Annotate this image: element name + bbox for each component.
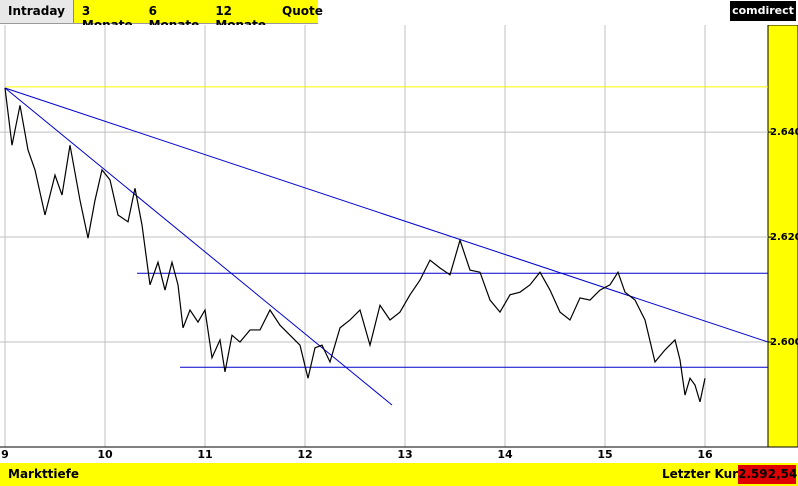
- tab[interactable]: 6 Monate: [148, 4, 200, 32]
- tab-bar: Intraday 3 Monate 6 Monate 12 Monate Quo…: [0, 0, 323, 32]
- tab[interactable]: Quote: [282, 4, 323, 18]
- logo[interactable]: comdirect: [730, 1, 796, 21]
- x-tick-label: 9: [1, 448, 9, 461]
- trend-line: [4, 87, 393, 406]
- x-tick-label: 14: [497, 448, 513, 461]
- trend-line: [4, 87, 769, 343]
- tab[interactable]: 3 Monate: [81, 4, 133, 32]
- x-tick-label: 15: [597, 448, 612, 461]
- x-tick-label: 10: [97, 448, 113, 461]
- y-tick-label: 2.640: [770, 127, 798, 138]
- x-tick-label: 13: [397, 448, 412, 461]
- x-tick-label: 16: [697, 448, 713, 461]
- tab[interactable]: 12 Monate: [215, 4, 266, 32]
- header: Intraday 3 Monate 6 Monate 12 Monate Quo…: [0, 0, 798, 32]
- chart: 9 10 11 12 13 14 15 16 2.600 2.620 2.640: [0, 25, 798, 461]
- y-axis-panel: [767, 25, 798, 448]
- last-price-label: Letzter Kurs: [662, 467, 746, 481]
- plot-area: [0, 25, 768, 447]
- footer: Markttiefe Letzter Kurs 2.592,54: [0, 463, 798, 486]
- y-tick-label: 2.620: [770, 232, 798, 243]
- last-price: 2.592,54: [738, 465, 797, 484]
- market-depth-link[interactable]: Markttiefe: [8, 467, 80, 481]
- tab[interactable]: Intraday: [0, 0, 74, 23]
- price-line: [4, 87, 706, 403]
- x-tick-label: 12: [297, 448, 312, 461]
- y-tick-label: 2.600: [770, 337, 798, 348]
- x-tick-label: 11: [197, 448, 212, 461]
